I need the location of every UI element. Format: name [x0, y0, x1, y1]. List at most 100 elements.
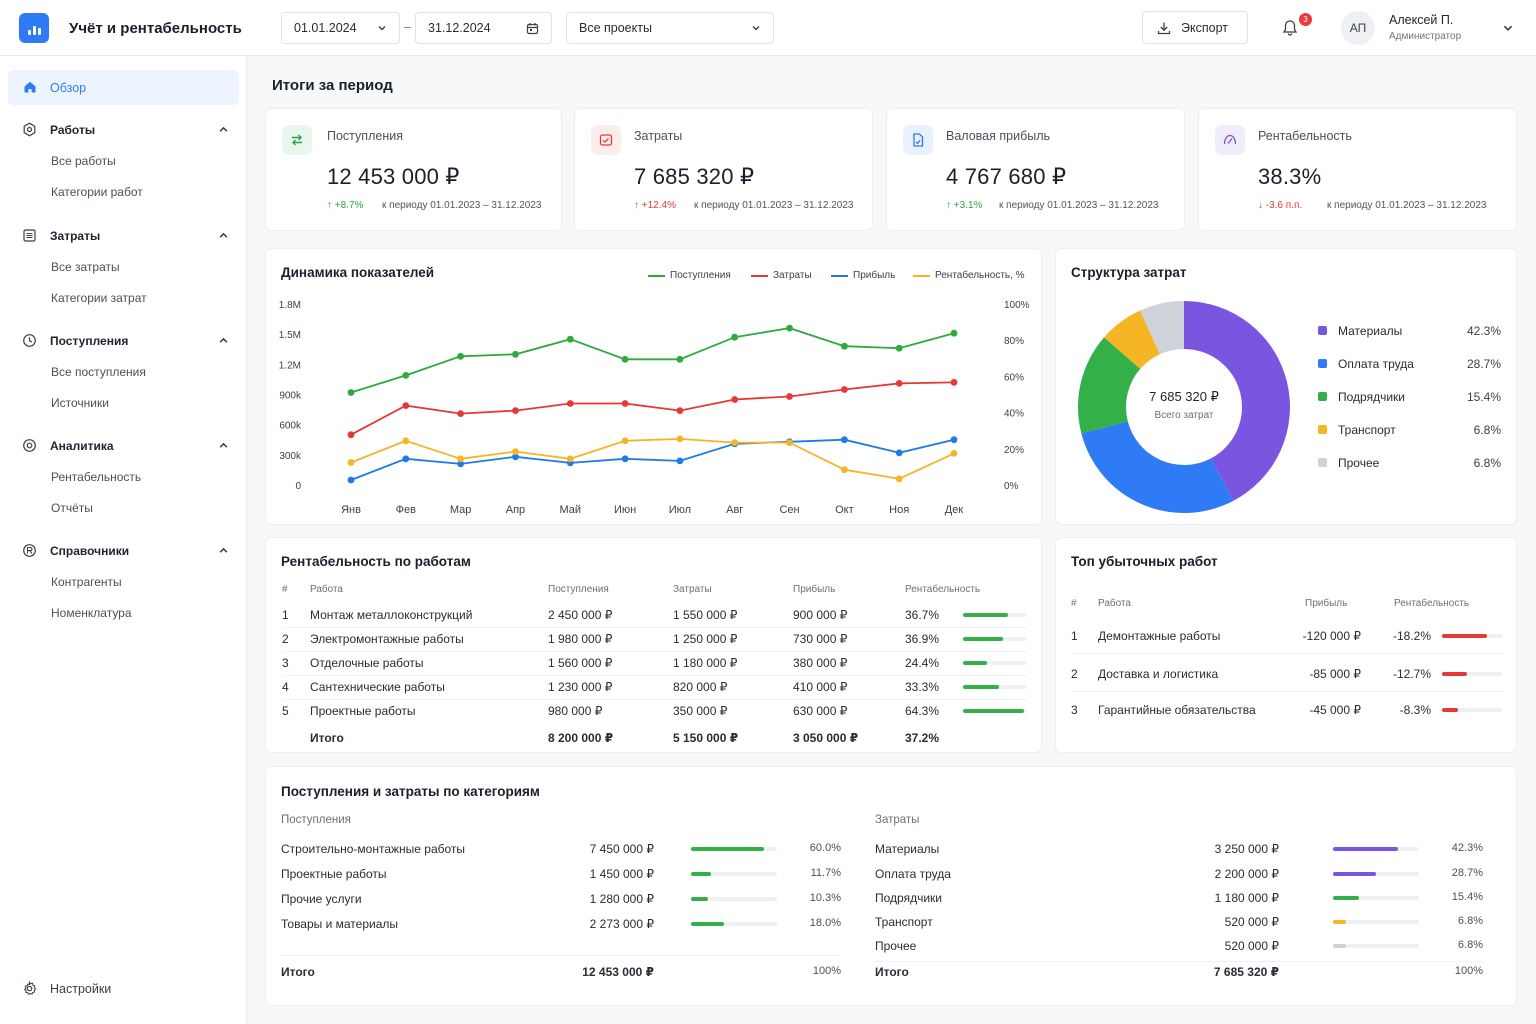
kpi-card-income: Поступления 12 453 000 ₽ ↑ +8.7% к перио… — [265, 108, 562, 231]
sidebar-group-title[interactable]: Работы — [50, 123, 96, 137]
sidebar-group-title[interactable]: Аналитика — [50, 439, 114, 453]
y-tick-label-right: 80% — [1004, 336, 1024, 347]
user-menu-chevron-icon[interactable] — [1502, 22, 1514, 34]
sidebar-item-all-income[interactable]: Все поступления — [51, 365, 146, 379]
legend-label: Затраты — [773, 270, 812, 281]
col-header: Поступления — [548, 584, 609, 595]
data-point — [347, 431, 355, 439]
cost-structure-donut-chart — [1078, 301, 1290, 513]
profitability-bar-fill — [963, 709, 1024, 713]
data-point — [512, 350, 519, 358]
category-percent: 6.8% — [1457, 939, 1483, 951]
legend-swatch — [1318, 425, 1327, 434]
category-name: Прочие услуги — [281, 892, 362, 906]
project-select-value: Все проекты — [579, 21, 652, 35]
sidebar-item-work-categories[interactable]: Категории работ — [51, 185, 143, 199]
sidebar-item-all-costs[interactable]: Все затраты — [51, 260, 120, 274]
col-header: # — [1071, 598, 1077, 609]
kpi-period: к периоду 01.01.2023 – 31.12.2023 — [382, 200, 542, 211]
wallet-icon — [591, 125, 621, 155]
chevron-down-icon — [378, 26, 386, 31]
cost-value: 350 000 ₽ — [673, 704, 728, 718]
sidebar-item-reports[interactable]: Отчёты — [51, 501, 93, 515]
category-bar — [691, 847, 777, 851]
data-point — [895, 475, 903, 483]
loss-bar-fill — [1442, 708, 1458, 712]
kpi-label: Рентабельность — [1258, 129, 1352, 143]
x-tick-label: Май — [559, 504, 581, 516]
document-icon — [903, 125, 933, 155]
donut-slice[interactable] — [1140, 301, 1184, 355]
kpi-label: Затраты — [634, 129, 683, 143]
chevron-up-icon[interactable] — [218, 440, 229, 451]
export-label: Экспорт — [1181, 20, 1228, 35]
profitability-bar — [963, 685, 1027, 689]
y-tick-label-right: 60% — [1004, 372, 1024, 383]
calendar-icon[interactable] — [526, 22, 539, 35]
chevron-up-icon[interactable] — [218, 545, 229, 556]
sidebar: Обзор Работы Все работы Категории работ … — [0, 56, 247, 1024]
sidebar-item-counterparties[interactable]: Контрагенты — [51, 575, 122, 589]
kpi-value: 7 685 320 ₽ — [634, 164, 755, 189]
profit-value: 730 000 ₽ — [793, 632, 848, 646]
x-tick-label: Янв — [341, 504, 361, 516]
project-select[interactable]: Все проекты — [566, 12, 774, 44]
data-point — [950, 329, 958, 337]
chevron-up-icon[interactable] — [218, 335, 229, 346]
sidebar-item-cost-categories[interactable]: Категории затрат — [51, 291, 147, 305]
y-tick-label-right: 20% — [1004, 445, 1024, 456]
avatar[interactable]: АП — [1341, 11, 1375, 45]
sidebar-group-title[interactable]: Поступления — [50, 334, 129, 348]
bell-icon[interactable] — [1280, 18, 1300, 38]
sidebar-group-title[interactable]: Затраты — [50, 229, 101, 243]
sidebar-item-all-works[interactable]: Все работы — [51, 154, 116, 168]
donut-slice[interactable] — [1081, 421, 1234, 513]
work-name: Отделочные работы — [310, 656, 424, 670]
y-tick-label-right: 0% — [1004, 481, 1019, 492]
data-point — [731, 439, 739, 446]
export-button[interactable]: Экспорт — [1142, 11, 1248, 44]
legend-label: Оплата труда — [1338, 357, 1414, 371]
category-percent: 10.3% — [809, 892, 841, 904]
gear-icon — [23, 122, 36, 137]
donut-slice[interactable] — [1184, 301, 1290, 501]
date-from-select[interactable]: 01.01.2024 — [281, 12, 400, 44]
x-tick-label: Сен — [779, 504, 799, 516]
category-value: 2 273 000 ₽ — [589, 917, 654, 931]
data-point — [786, 439, 793, 446]
category-bar — [1333, 847, 1419, 851]
profitability-bar-fill — [963, 637, 1003, 641]
costs-total-label: Итого — [875, 965, 909, 979]
gear-icon — [23, 980, 37, 996]
sidebar-item-settings[interactable]: Настройки — [22, 980, 111, 999]
row-divider — [1071, 653, 1503, 654]
date-to-picker[interactable]: 31.12.2024 — [415, 12, 552, 44]
income-value: 1 560 000 ₽ — [548, 656, 613, 670]
category-bar — [691, 897, 777, 901]
donut-slice[interactable] — [1104, 310, 1160, 369]
chevron-up-icon[interactable] — [218, 124, 229, 135]
income-value: 1 230 000 ₽ — [548, 680, 613, 694]
data-point — [841, 386, 848, 393]
chevron-up-icon[interactable] — [218, 230, 229, 241]
sidebar-item-profitability[interactable]: Рентабельность — [51, 470, 142, 484]
legend-swatch — [1318, 326, 1327, 335]
legend-percent: 6.8% — [1473, 456, 1501, 470]
category-bar-fill — [1333, 872, 1376, 876]
transfer-icon — [282, 125, 312, 155]
legend-line — [751, 275, 768, 277]
x-tick-label: Фев — [396, 504, 416, 516]
data-point — [676, 435, 684, 443]
sidebar-item-sources[interactable]: Источники — [51, 396, 109, 410]
work-name: Электромонтажные работы — [310, 632, 464, 646]
donut-slice[interactable] — [1078, 337, 1141, 434]
data-point — [621, 355, 629, 363]
home-icon — [24, 81, 36, 93]
cost-value: 1 250 000 ₽ — [673, 632, 738, 646]
sidebar-group-title[interactable]: Справочники — [50, 544, 130, 558]
loss-bar-fill — [1442, 672, 1467, 676]
sidebar-item-overview[interactable]: Обзор — [8, 70, 239, 105]
row-number: 2 — [1071, 667, 1078, 681]
sidebar-item-nomenclature[interactable]: Номенклатура — [51, 606, 132, 620]
data-point — [841, 436, 848, 444]
